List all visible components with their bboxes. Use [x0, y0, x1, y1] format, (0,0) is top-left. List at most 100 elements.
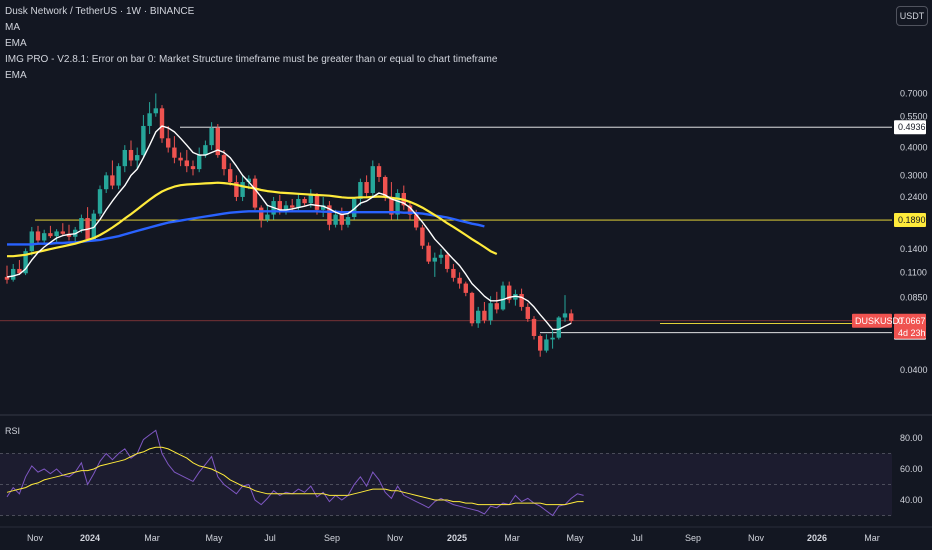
- candle-body: [23, 251, 28, 274]
- indicator-ma-label[interactable]: MA: [5, 22, 20, 33]
- candle-body: [277, 201, 282, 210]
- price-tick-label: 0.0400: [900, 365, 928, 375]
- candle-body: [42, 233, 47, 241]
- candle-body: [370, 166, 375, 193]
- candle-body: [259, 207, 264, 220]
- time-tick-label: Sep: [324, 533, 340, 543]
- indicator-ema2-label[interactable]: EMA: [5, 70, 27, 81]
- candle-body: [48, 233, 53, 237]
- candle-body: [302, 198, 307, 204]
- candle-body: [395, 192, 400, 215]
- candle-body: [141, 125, 146, 156]
- candle-body: [556, 317, 561, 338]
- candle-body: [166, 138, 171, 148]
- level-tag-text: 0.4936: [898, 122, 926, 132]
- candle-body: [445, 254, 450, 269]
- candle-body: [314, 194, 320, 210]
- candle-body: [283, 205, 289, 210]
- candle-body: [209, 127, 214, 146]
- price-tick-label: 0.5500: [900, 112, 928, 122]
- candle-body: [197, 155, 202, 170]
- candle-body: [538, 335, 543, 351]
- candle-body: [4, 276, 10, 280]
- time-tick-label: Nov: [27, 533, 44, 543]
- candle-body: [172, 147, 177, 158]
- candle-body: [203, 145, 208, 156]
- time-tick-label: Mar: [864, 533, 880, 543]
- rsi-tick-label: 80.00: [900, 433, 923, 443]
- candle-body: [110, 175, 115, 186]
- candle-body: [507, 285, 512, 300]
- candle-body: [438, 254, 444, 258]
- last-price-value: 0.0667: [898, 316, 926, 326]
- level-tag-0: [894, 120, 926, 135]
- candle-body: [451, 268, 456, 278]
- candle-body: [246, 178, 251, 183]
- candle-body: [190, 166, 196, 170]
- candle-body: [184, 160, 189, 167]
- candle-body: [420, 227, 425, 246]
- candle-body: [147, 113, 152, 126]
- price-tick-label: 0.3000: [900, 170, 928, 180]
- symbol-title[interactable]: Dusk Network / TetherUS · 1W · BINANCE: [5, 6, 195, 17]
- candle-body: [426, 245, 431, 262]
- price-tick-label: 0.7000: [900, 88, 928, 98]
- time-tick-label: Jul: [631, 533, 643, 543]
- candle-body: [97, 189, 103, 214]
- level-tag-1: [894, 213, 926, 228]
- rsi-label: RSI: [5, 426, 20, 436]
- candle-body: [54, 231, 59, 237]
- level-tag-text: 0.1890: [898, 215, 926, 225]
- candle-body: [122, 149, 127, 167]
- symbol-tag: [852, 313, 892, 328]
- candle-body: [531, 318, 537, 336]
- time-tick-label: Nov: [387, 533, 404, 543]
- price-tick-label: 0.4000: [900, 143, 928, 153]
- candle-body: [569, 313, 574, 321]
- ma-white-line: [6, 125, 572, 331]
- candle-body: [519, 293, 524, 307]
- candle-body: [550, 337, 555, 340]
- time-tick-label: 2025: [447, 533, 467, 543]
- candle-body: [488, 303, 493, 321]
- candle-body: [228, 169, 233, 183]
- candle-body: [29, 231, 34, 252]
- candle-body: [358, 182, 363, 199]
- candle-body: [240, 182, 245, 197]
- candle-body: [215, 127, 220, 156]
- candle-body: [308, 194, 313, 204]
- price-tick-label: 0.0850: [900, 292, 928, 302]
- candle-body: [476, 310, 481, 324]
- candle-body: [321, 205, 326, 210]
- candle-body: [178, 157, 183, 161]
- time-tick-label: 2024: [80, 533, 100, 543]
- candle-body: [159, 108, 165, 139]
- candle-body: [525, 306, 530, 319]
- candle-body: [35, 231, 41, 241]
- candle-body: [333, 214, 338, 225]
- candle-body: [414, 214, 419, 228]
- candle-body: [290, 205, 295, 208]
- rsi-tick-label: 60.00: [900, 464, 923, 474]
- candle-body: [66, 233, 72, 237]
- indicator-ema-label[interactable]: EMA: [5, 38, 27, 49]
- indicator-imgpro-label[interactable]: IMG PRO - V2.8.1: Error on bar 0: Market…: [5, 54, 498, 65]
- rsi-tick-label: 40.00: [900, 495, 923, 505]
- symbol-tag-text: DUSKUSDT: [855, 316, 905, 326]
- candle-body: [17, 268, 22, 274]
- candle-body: [383, 176, 388, 197]
- candle-body: [128, 149, 134, 161]
- ema-yellow-line: [7, 181, 498, 258]
- candle-body: [457, 277, 462, 284]
- candle-body: [364, 182, 369, 193]
- candle-body: [376, 166, 382, 177]
- currency-button[interactable]: USDT: [896, 6, 928, 26]
- time-tick-label: 2026: [807, 533, 827, 543]
- time-tick-label: May: [566, 533, 584, 543]
- candle-body: [153, 108, 158, 114]
- candle-body: [432, 257, 437, 262]
- candle-body: [296, 198, 301, 208]
- candle-body: [104, 175, 109, 190]
- candle-body: [407, 205, 413, 215]
